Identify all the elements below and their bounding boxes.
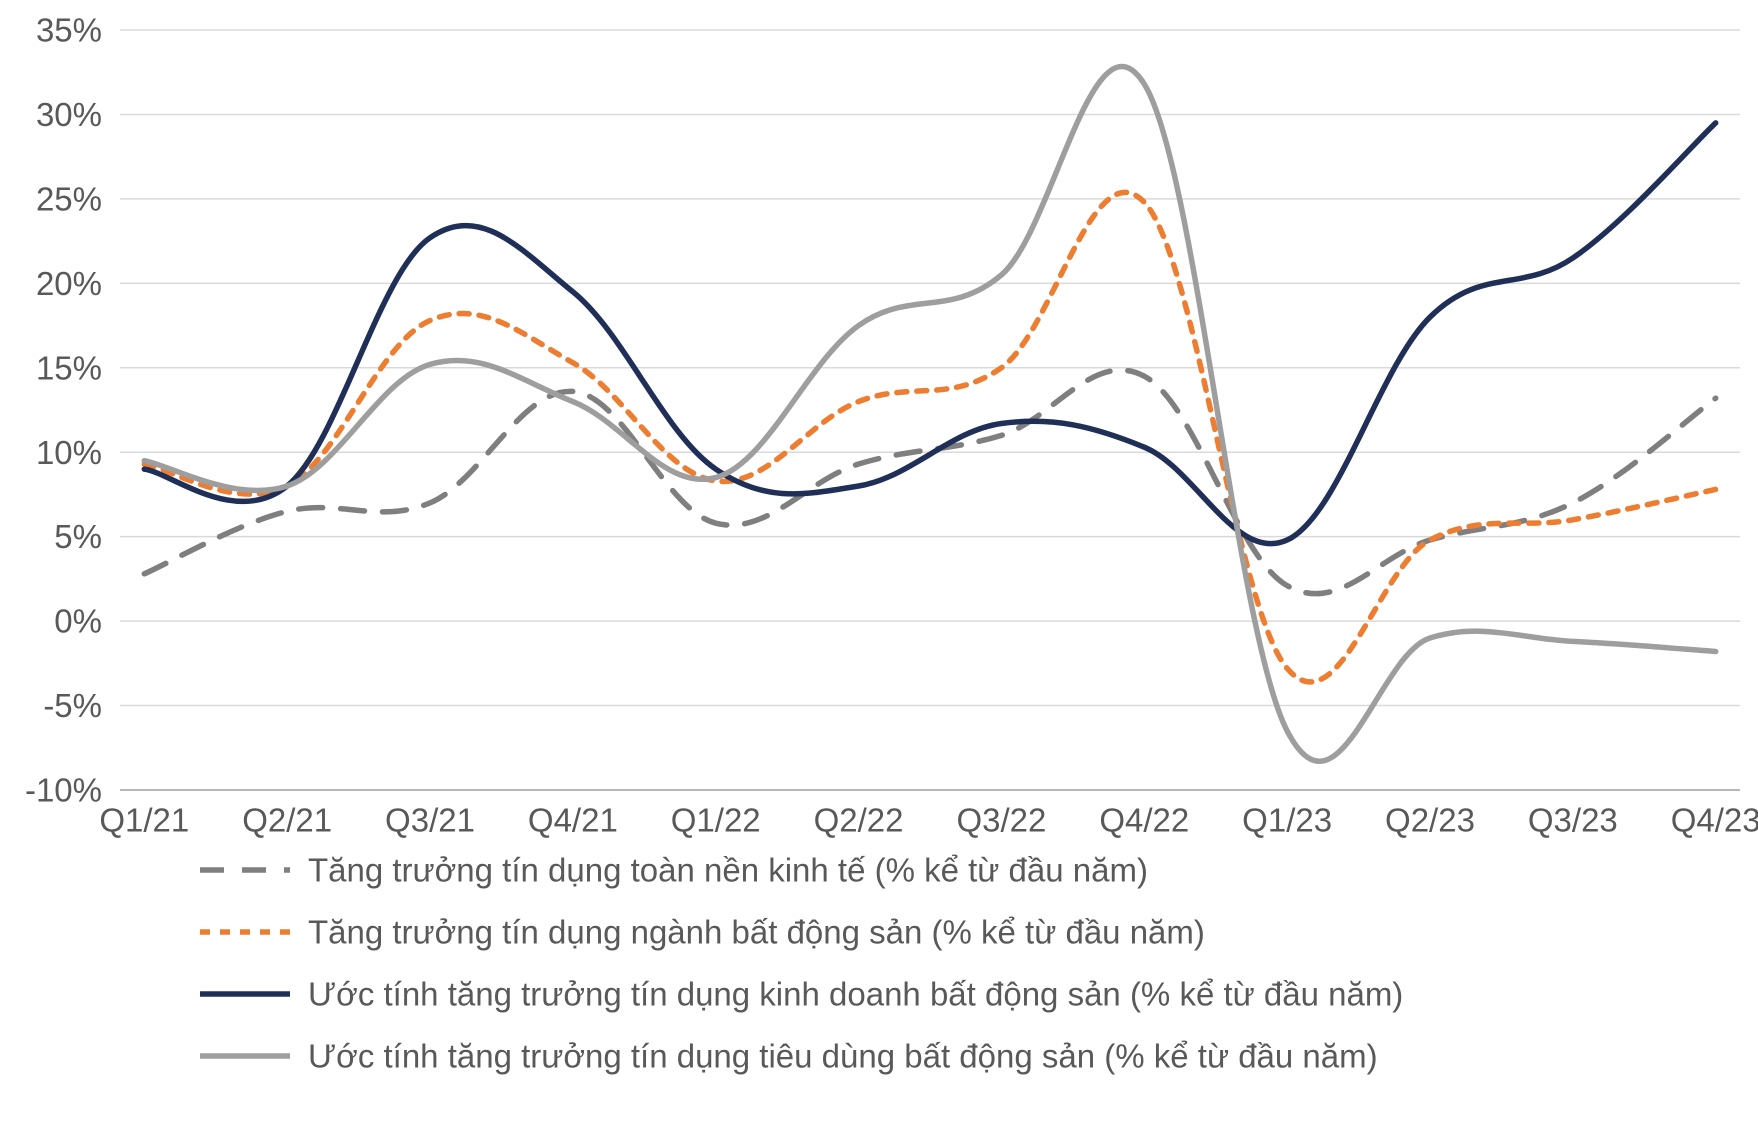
x-tick-label: Q4/23 <box>1671 801 1758 838</box>
chart-svg: -10% -5% 0% 5% 10% 15% 20% 25% 30% 35% Q1/21 Q2/21 Q… <box>0 0 1758 1142</box>
x-tick-label: Q2/23 <box>1385 801 1475 838</box>
y-tick-label: -5% <box>43 687 102 724</box>
legend-label-economy: Tăng trưởng tín dụng toàn nền kinh tế (%… <box>308 852 1148 889</box>
legend-label-business: Ước tính tăng trưởng tín dụng kinh doanh… <box>308 976 1403 1013</box>
x-tick-label: Q1/23 <box>1242 801 1332 838</box>
x-tick-label: Q1/21 <box>99 801 189 838</box>
x-tick-label: Q4/21 <box>528 801 618 838</box>
y-tick-label: -10% <box>25 772 102 809</box>
y-tick-label: 35% <box>36 12 102 49</box>
x-tick-label: Q1/22 <box>671 801 761 838</box>
y-tick-label: 20% <box>36 265 102 302</box>
y-tick-label: 25% <box>36 180 102 217</box>
legend-label-consumer: Ước tính tăng trưởng tín dụng tiêu dùng … <box>308 1038 1378 1075</box>
y-tick-label: 10% <box>36 434 102 471</box>
legend-label-sector: Tăng trưởng tín dụng ngành bất động sản … <box>308 914 1205 951</box>
y-tick-label: 5% <box>54 518 102 555</box>
x-tick-label: Q3/21 <box>385 801 475 838</box>
x-tick-label: Q3/22 <box>956 801 1046 838</box>
x-tick-label: Q2/22 <box>814 801 904 838</box>
y-tick-label: 30% <box>36 96 102 133</box>
credit-growth-chart: -10% -5% 0% 5% 10% 15% 20% 25% 30% 35% Q1/21 Q2/21 Q… <box>0 0 1758 1142</box>
y-tick-label: 0% <box>54 603 102 640</box>
x-tick-label: Q3/23 <box>1528 801 1618 838</box>
x-tick-label: Q2/21 <box>242 801 332 838</box>
y-tick-label: 15% <box>36 349 102 386</box>
x-tick-label: Q4/22 <box>1099 801 1189 838</box>
